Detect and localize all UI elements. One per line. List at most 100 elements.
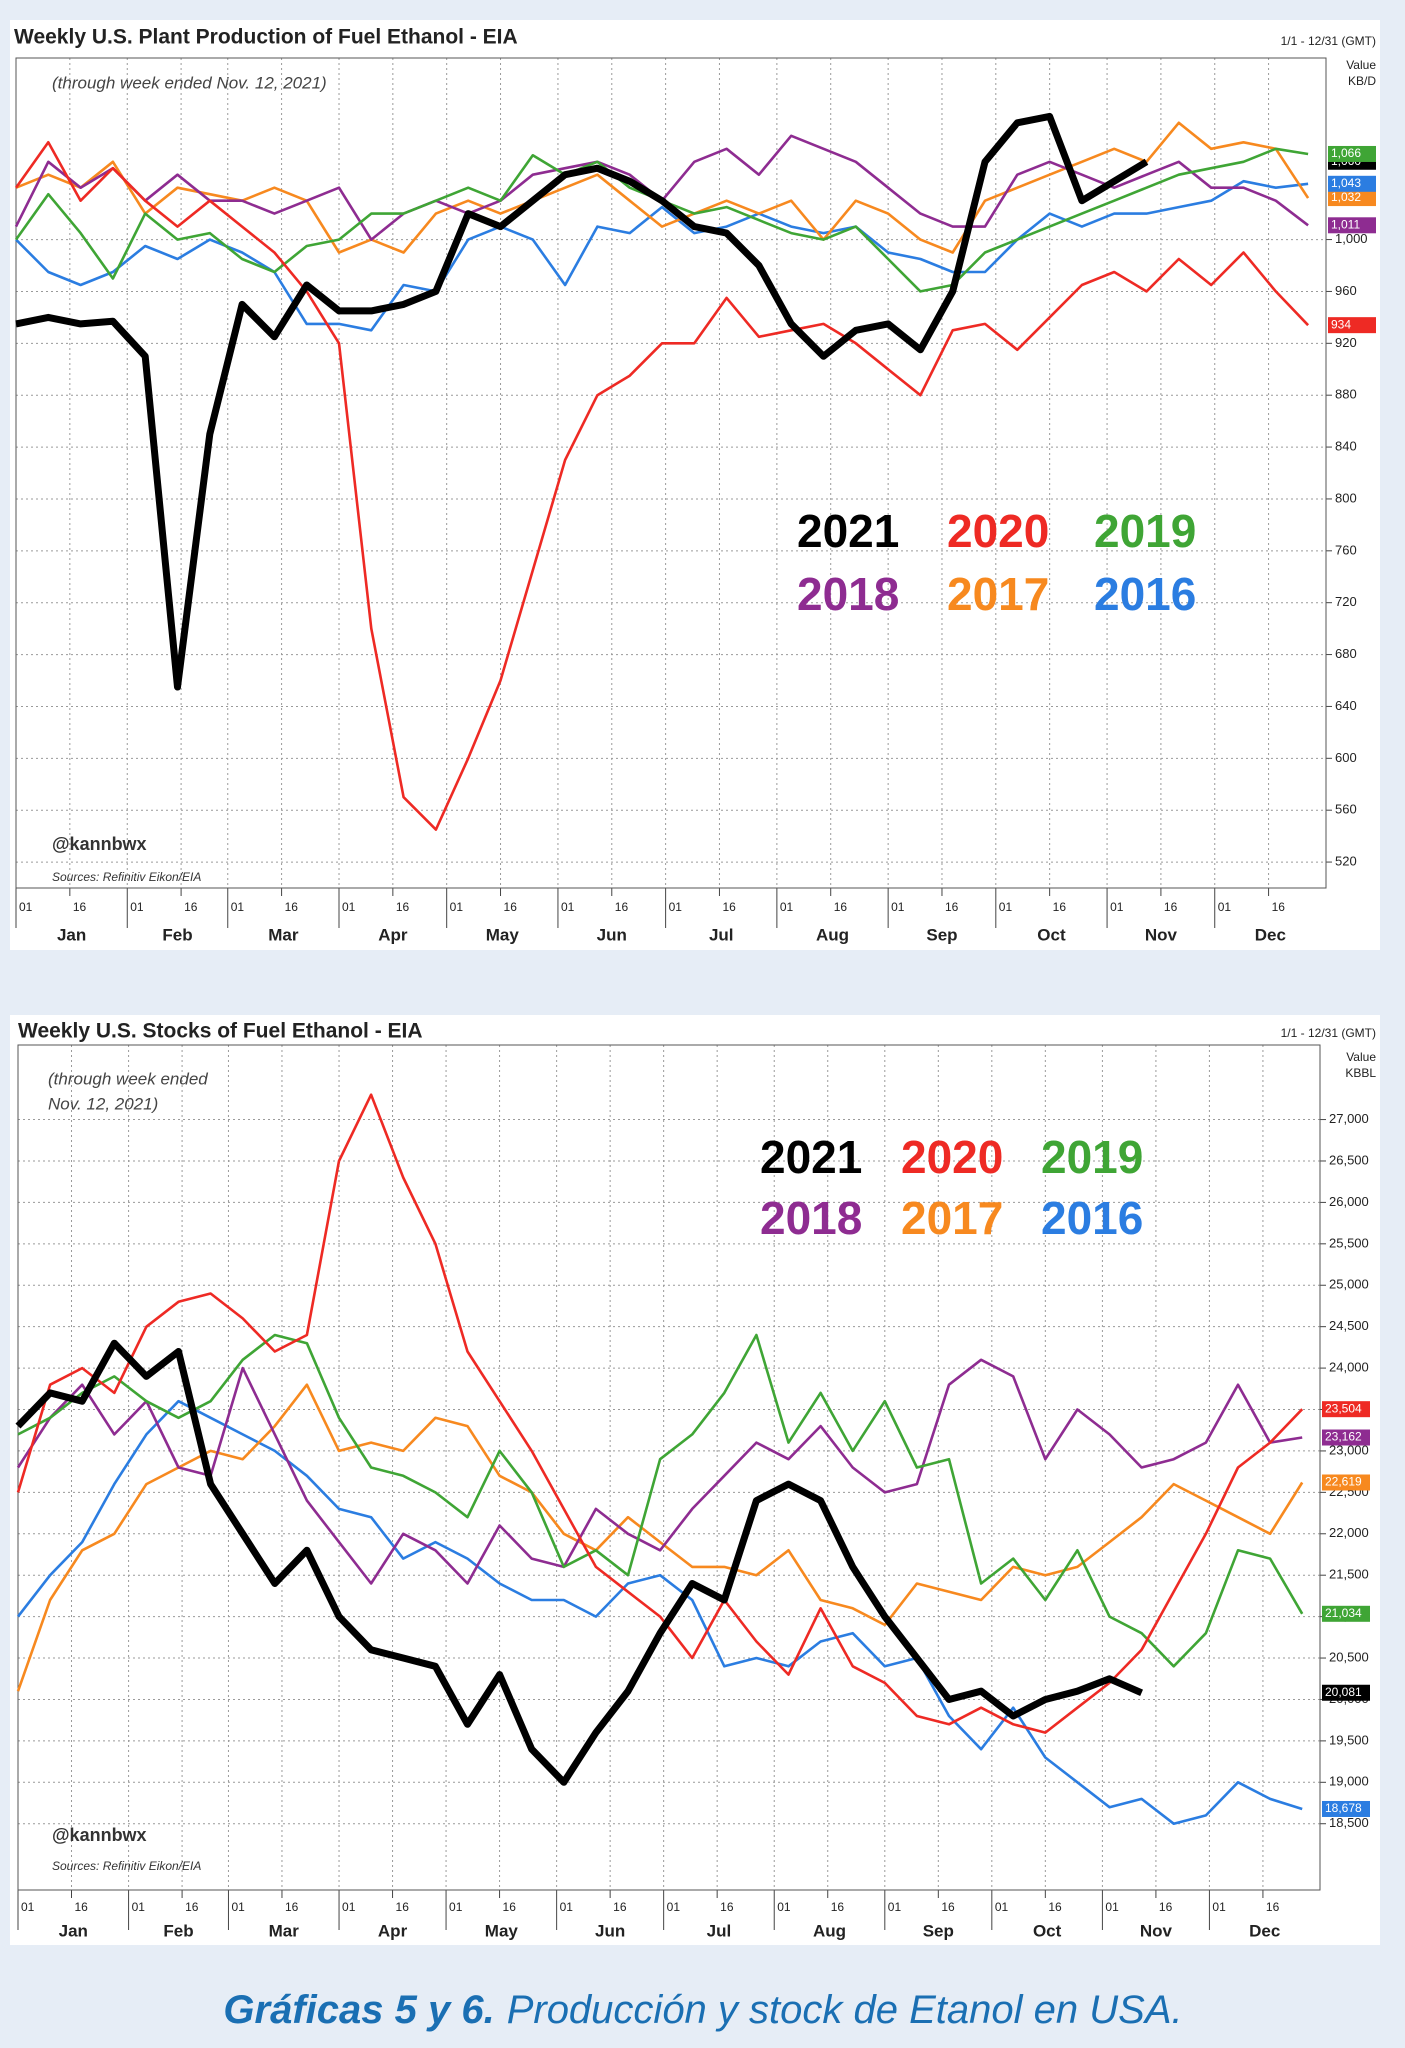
- end-label: 23,162: [1325, 1430, 1362, 1444]
- source: Sources: Refinitiv Eikon/EIA: [52, 1859, 201, 1873]
- y-tick-label: 600: [1335, 750, 1357, 765]
- x-tick-label: 16: [396, 900, 410, 914]
- x-tick-label: 01: [1212, 1900, 1226, 1914]
- x-tick-label: 16: [831, 1900, 845, 1914]
- x-tick-label: 01: [19, 900, 33, 914]
- end-label-box: [1322, 1605, 1370, 1622]
- end-label: 23,504: [1325, 1401, 1362, 1415]
- month-label: Oct: [1033, 1921, 1062, 1940]
- legend-entry: 2018: [797, 568, 899, 620]
- series-line: [16, 1383, 1304, 1692]
- x-tick-label: 16: [615, 900, 629, 914]
- y-tick-label: 960: [1335, 283, 1357, 298]
- y-tick-label: 21,500: [1329, 1567, 1369, 1582]
- x-tick-label: 16: [396, 1900, 410, 1914]
- x-tick-label: 01: [342, 1900, 356, 1914]
- month-label: Apr: [378, 1921, 408, 1940]
- month-label: Feb: [163, 1921, 193, 1940]
- end-label: 18,678: [1325, 1801, 1362, 1815]
- x-tick-label: 16: [285, 1900, 299, 1914]
- end-label-box: [1322, 1684, 1370, 1701]
- month-label: Jun: [597, 925, 627, 944]
- month-label: Sep: [926, 925, 957, 944]
- x-tick-label: 01: [777, 1900, 791, 1914]
- end-label: 20,081: [1325, 1685, 1362, 1699]
- x-tick-label: 01: [888, 1900, 902, 1914]
- x-tick-label: 16: [73, 900, 87, 914]
- month-label: May: [485, 1921, 519, 1940]
- subtitle: Nov. 12, 2021): [48, 1094, 158, 1113]
- date-range: 1/1 - 12/31 (GMT): [1281, 1026, 1376, 1040]
- y-tick-label: 25,500: [1329, 1235, 1369, 1250]
- series-line: [15, 112, 1149, 691]
- month-label: Oct: [1037, 925, 1066, 944]
- legend-entry: 2020: [901, 1131, 1003, 1183]
- x-tick-label: 16: [722, 900, 736, 914]
- legend-entry: 2016: [1094, 568, 1196, 620]
- end-label-box: [1322, 1401, 1370, 1418]
- x-tick-label: 01: [231, 900, 245, 914]
- y-tick-label: 760: [1335, 542, 1357, 557]
- y-tick-label: 20,500: [1329, 1649, 1369, 1664]
- y-tick-label: 18,500: [1329, 1815, 1369, 1830]
- subtitle: (through week ended Nov. 12, 2021): [52, 73, 327, 92]
- x-tick-label: 16: [834, 900, 848, 914]
- end-label: 1,066: [1331, 146, 1361, 160]
- month-label: Aug: [816, 925, 849, 944]
- x-tick-label: 01: [891, 900, 905, 914]
- x-tick-label: 01: [780, 900, 794, 914]
- y-tick-label: 19,500: [1329, 1732, 1369, 1747]
- x-tick-label: 16: [75, 1900, 89, 1914]
- x-tick-label: 01: [560, 1900, 574, 1914]
- end-label-box: [1328, 175, 1376, 192]
- end-label-box: [1322, 1800, 1370, 1817]
- legend-entry: 2021: [760, 1131, 862, 1183]
- month-label: Nov: [1145, 925, 1178, 944]
- y-tick-label: 840: [1335, 439, 1357, 454]
- x-tick-label: 16: [1272, 900, 1286, 914]
- legend-entry: 2021: [797, 505, 899, 557]
- end-label: 21,034: [1325, 1606, 1362, 1620]
- subtitle: (through week ended: [48, 1069, 208, 1088]
- end-label: 22,619: [1325, 1475, 1362, 1489]
- value-label: Value: [1346, 58, 1376, 72]
- month-label: Apr: [378, 925, 408, 944]
- x-tick-label: 16: [613, 1900, 627, 1914]
- y-tick-label: 25,000: [1329, 1277, 1369, 1292]
- y-tick-label: 24,000: [1329, 1360, 1369, 1375]
- y-tick-label: 800: [1335, 490, 1357, 505]
- month-label: Aug: [813, 1921, 846, 1940]
- unit-label: KBBL: [1345, 1066, 1376, 1080]
- series-line: [15, 179, 1309, 332]
- month-label: Dec: [1255, 925, 1286, 944]
- handle: @kannbwx: [52, 1825, 147, 1845]
- series-line: [15, 121, 1310, 254]
- x-tick-label: 16: [504, 900, 518, 914]
- x-tick-label: 01: [999, 900, 1013, 914]
- month-label: Jun: [595, 1921, 625, 1940]
- series-line: [16, 1093, 1304, 1734]
- x-tick-label: 01: [995, 1900, 1009, 1914]
- caption-text: Producción y stock de Etanol en USA.: [507, 1988, 1183, 2032]
- series-line: [16, 1399, 1303, 1825]
- y-tick-label: 27,000: [1329, 1111, 1369, 1126]
- x-tick-label: 01: [1218, 900, 1232, 914]
- legend-entry: 2019: [1041, 1131, 1143, 1183]
- chart-title: Weekly U.S. Stocks of Fuel Ethanol - EIA: [18, 1020, 423, 1043]
- x-tick-label: 16: [1266, 1900, 1280, 1914]
- x-tick-label: 01: [342, 900, 356, 914]
- month-label: Jul: [709, 925, 734, 944]
- x-tick-label: 01: [1110, 900, 1124, 914]
- x-tick-label: 16: [185, 1900, 199, 1914]
- end-label: 1,011: [1331, 217, 1360, 231]
- y-tick-label: 520: [1335, 854, 1357, 869]
- y-tick-label: 680: [1335, 646, 1357, 661]
- month-label: Feb: [162, 925, 192, 944]
- end-label: 1,032: [1331, 190, 1361, 204]
- x-tick-label: 16: [1164, 900, 1178, 914]
- end-label-box: [1328, 217, 1376, 234]
- x-tick-label: 16: [941, 1900, 955, 1914]
- panel: [10, 20, 1380, 950]
- y-tick-label: 26,500: [1329, 1152, 1369, 1167]
